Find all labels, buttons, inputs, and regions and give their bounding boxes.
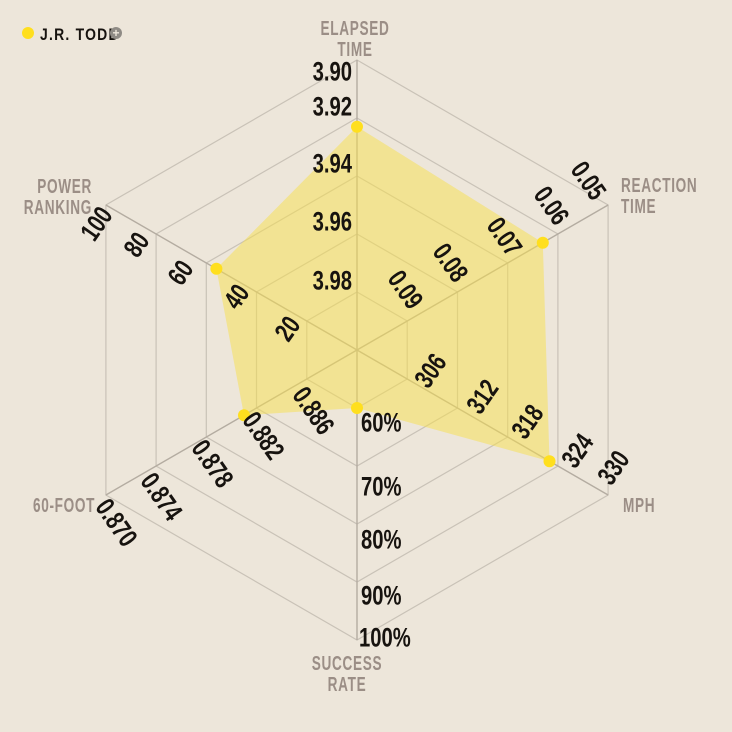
data-point-mph[interactable]	[543, 455, 556, 468]
series-polygon	[216, 126, 550, 462]
plus-icon: +	[112, 26, 120, 40]
tick-label: 60	[162, 255, 200, 291]
tick-label: 90%	[361, 581, 402, 612]
data-point-power-ranking[interactable]	[210, 262, 223, 275]
axis-title-success-rate: SUCCESS RATE	[312, 652, 382, 695]
legend[interactable]: J.R. TODD +	[0, 0, 200, 60]
tick-label: 80%	[361, 525, 402, 556]
axis-title-60-foot: 60-FOOT	[33, 494, 95, 516]
legend-player-name: J.R. TODD	[40, 25, 120, 44]
axis-title-line: POWER	[37, 175, 92, 197]
tick-label: 0.874	[134, 467, 188, 527]
ticks-60-foot: 0.886 0.882 0.878 0.874 0.870	[89, 381, 340, 552]
tick-label: 3.90	[313, 57, 352, 88]
axis-title-line: RATE	[328, 673, 367, 695]
series-points	[210, 120, 556, 468]
tick-label: 100%	[359, 623, 411, 654]
tick-label: 0.870	[89, 493, 143, 552]
tick-label: 324	[556, 428, 601, 474]
tick-label: 0.878	[185, 434, 239, 493]
axis-title-elapsed-time: ELAPSED TIME	[321, 17, 390, 60]
series-color-dot-icon	[22, 27, 34, 39]
add-player-button[interactable]: +	[110, 27, 122, 39]
data-point-60-foot[interactable]	[238, 409, 250, 422]
tick-label: 0.05	[564, 156, 612, 206]
tick-label: 3.98	[313, 266, 352, 297]
axis-title-line: MPH	[623, 494, 655, 516]
axis-title-power-ranking: POWER RANKING	[24, 175, 92, 218]
axis-title-line: SUCCESS	[312, 652, 382, 674]
tick-label: 80	[118, 227, 156, 263]
axis-title-line: TIME	[621, 195, 656, 217]
axis-title-line: 60-FOOT	[33, 494, 95, 516]
tick-label: 3.92	[313, 92, 352, 123]
axis-title-line: REACTION	[621, 174, 697, 196]
tick-label: 60%	[361, 408, 402, 439]
tick-label: 0.06	[527, 181, 575, 231]
tick-label: 3.94	[313, 149, 353, 180]
ticks-elapsed-time: 3.98 3.96 3.94 3.92 3.90	[313, 57, 353, 297]
data-point-reaction-time[interactable]	[536, 236, 549, 249]
data-point-success-rate[interactable]	[351, 402, 363, 414]
tick-label: 3.96	[313, 207, 352, 238]
ticks-success-rate: 60% 70% 80% 90% 100%	[359, 408, 411, 654]
axis-title-line: TIME	[337, 38, 372, 60]
axis-title-reaction-time: REACTION TIME	[621, 174, 697, 217]
axis-title-line: ELAPSED	[321, 17, 390, 39]
axis-title-line: RANKING	[24, 196, 92, 218]
tick-label: 330	[592, 445, 636, 490]
data-point-elapsed-time[interactable]	[351, 120, 363, 133]
tick-label: 70%	[361, 472, 402, 503]
axis-title-mph: MPH	[623, 494, 655, 516]
